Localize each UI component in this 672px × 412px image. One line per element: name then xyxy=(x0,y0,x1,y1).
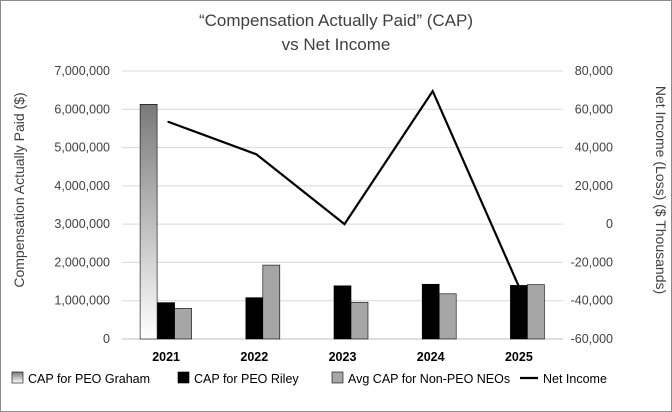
bar-cap-for-peo-graham-2021 xyxy=(139,104,158,340)
left-tick-label: 0 xyxy=(103,332,110,346)
y2-axis-label: Net Income (Loss) ($ Thousands) xyxy=(653,86,669,294)
bar-cap-for-peo-riley-2023 xyxy=(333,285,352,340)
right-tick-label: -40,000 xyxy=(571,294,613,308)
legend: CAP for PEO Graham CAP for PEO Riley Avg C… xyxy=(11,371,607,386)
chart-title-line2: vs Net Income xyxy=(282,35,391,54)
net-income-line xyxy=(167,88,522,292)
left-tick-label: 6,000,000 xyxy=(54,102,110,116)
net-income-point-2025 xyxy=(520,290,522,292)
x-tick-label: 2023 xyxy=(329,350,357,364)
net-income-point-2022 xyxy=(255,153,258,156)
left-tick-label: 1,000,000 xyxy=(54,294,110,308)
bar-cap-for-peo-riley-2022 xyxy=(245,297,264,340)
legend-label-cap-for-peo-riley: CAP for PEO Riley xyxy=(194,372,299,386)
legend-label-net-income: Net Income xyxy=(543,372,607,386)
legend-label-avg-cap-for-non-peo-neos: Avg CAP for Non-PEO NEOs xyxy=(348,372,510,386)
net-income-point-2024 xyxy=(431,90,434,92)
net-income-line-group xyxy=(167,88,522,292)
bar-avg-cap-for-non-peo-neos-2021 xyxy=(174,308,192,340)
chart-title-line1: “Compensation Actually Paid” (CAP) xyxy=(199,11,473,30)
gridlines xyxy=(122,70,563,340)
legend-swatch-avg-cap-for-non-peo-neos xyxy=(331,371,344,384)
x-axis-ticks: 2021 2022 2023 2024 2025 xyxy=(152,350,533,364)
bars xyxy=(139,104,545,340)
legend-label-cap-for-peo-graham: CAP for PEO Graham xyxy=(28,372,150,386)
right-tick-label: 0 xyxy=(606,217,613,231)
legend-swatch-cap-for-peo-riley xyxy=(177,371,190,384)
x-tick-label: 2022 xyxy=(240,350,268,364)
bar-cap-for-peo-riley-2021 xyxy=(157,302,175,340)
x-tick-label: 2021 xyxy=(152,350,180,364)
net-income-point-2021 xyxy=(167,120,169,123)
left-tick-label: 5,000,000 xyxy=(54,141,110,155)
left-tick-label: 2,000,000 xyxy=(54,255,110,269)
right-tick-label: -20,000 xyxy=(571,255,613,269)
x-tick-label: 2025 xyxy=(505,350,533,364)
right-tick-label: 20,000 xyxy=(575,179,613,193)
left-tick-label: 4,000,000 xyxy=(54,179,110,193)
left-axis-ticks: 7,000,000 6,000,000 5,000,000 4,000,000 3,00… xyxy=(54,64,110,346)
bar-avg-cap-for-non-peo-neos-2024 xyxy=(438,293,457,340)
legend-swatch-cap-for-peo-graham xyxy=(11,371,24,384)
bar-cap-for-peo-riley-2025 xyxy=(510,285,528,340)
bar-avg-cap-for-non-peo-neos-2022 xyxy=(262,264,281,340)
bar-avg-cap-for-non-peo-neos-2025 xyxy=(527,284,545,340)
x-tick-label: 2024 xyxy=(417,350,445,364)
right-axis-ticks: 80,000 60,000 40,000 20,000 0 -20,000 -40,000 -… xyxy=(571,64,613,346)
left-tick-label: 7,000,000 xyxy=(54,64,110,78)
right-tick-label: 40,000 xyxy=(575,141,613,155)
right-tick-label: -60,000 xyxy=(571,332,613,346)
net-income-point-2023 xyxy=(343,223,346,225)
bar-avg-cap-for-non-peo-neos-2023 xyxy=(350,301,369,340)
left-tick-label: 3,000,000 xyxy=(54,217,110,231)
y-axis-label: Compensation Actually Paid ($) xyxy=(11,92,27,287)
right-tick-label: 60,000 xyxy=(575,102,613,116)
bar-cap-for-peo-riley-2024 xyxy=(421,283,440,340)
right-tick-label: 80,000 xyxy=(575,64,613,78)
